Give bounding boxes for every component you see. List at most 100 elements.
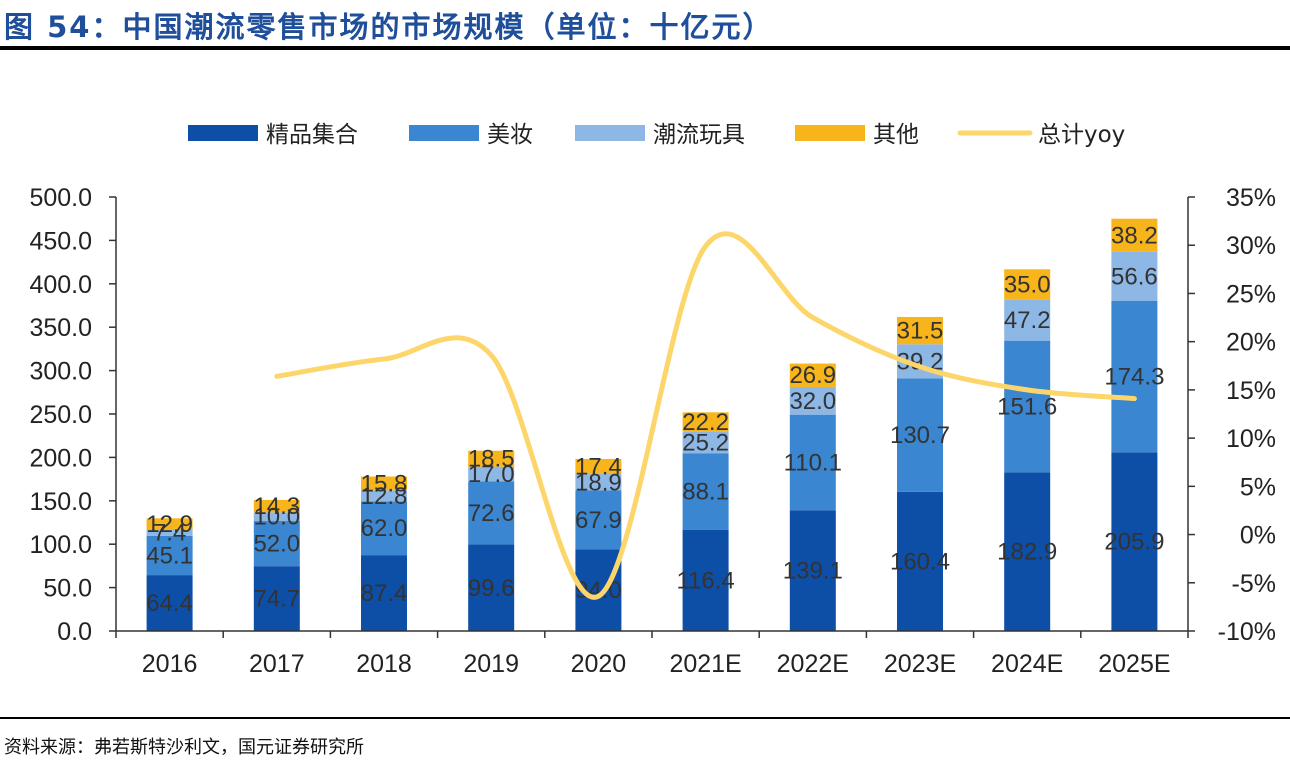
- bar-label-2024E-2: 47.2: [1004, 307, 1051, 334]
- legend: 精品集合 美妆 潮流玩具 其他 总计yoy: [188, 122, 1125, 148]
- right-tick-label: -10%: [1218, 618, 1276, 646]
- bar-2024E-3: [1004, 269, 1051, 300]
- bar-2025E-3: [1111, 218, 1158, 252]
- left-tick-label: 100.0: [29, 531, 92, 559]
- legend-label-2: 潮流玩具: [653, 122, 745, 148]
- bar-label-2019-0: 99.6: [468, 575, 515, 602]
- bars-group: [146, 218, 1158, 631]
- footer-rule: [0, 717, 1290, 719]
- x-tick-label: 2025E: [1098, 650, 1170, 678]
- x-tick-label: 2024E: [991, 650, 1063, 678]
- bar-2019-2: [468, 466, 515, 482]
- legend-swatch-0: [188, 125, 258, 141]
- bar-label-2017-0: 74.7: [253, 586, 300, 613]
- left-tick-label: 350.0: [29, 314, 92, 342]
- right-tick-label: 5%: [1240, 473, 1276, 501]
- title-rule: [0, 46, 1290, 50]
- bar-label-2017-2: 10.0: [253, 504, 300, 531]
- bar-2022E-3: [789, 363, 836, 387]
- bar-label-2023E-1: 130.7: [890, 422, 950, 449]
- bar-2021E-2: [682, 431, 729, 454]
- axes-group: 0.0 50.0 100.0 150.0 200.0 250.0 300.0 350.0 400…: [29, 184, 1276, 678]
- bar-label-2019-3: 18.5: [468, 446, 515, 473]
- bar-2022E-2: [789, 386, 836, 415]
- left-tick-label: 150.0: [29, 488, 92, 516]
- bar-label-2023E-0: 160.4: [890, 548, 950, 575]
- bar-label-2018-2: 12.8: [361, 483, 408, 510]
- bar-2023E-3: [897, 316, 943, 345]
- yoy-line-group: [274, 231, 1137, 600]
- legend-swatch-2: [575, 125, 645, 141]
- bar-2020-3: [575, 458, 622, 475]
- bar-2016-0: [146, 575, 193, 631]
- left-tick-label: 50.0: [43, 575, 92, 603]
- source-note: 资料来源：弗若斯特沙利文，国元证券研究所: [4, 737, 364, 758]
- x-tick-label: 2020: [571, 650, 627, 678]
- bar-2017-1: [253, 521, 300, 567]
- bar-label-2018-0: 87.4: [361, 580, 408, 607]
- bar-2018-3: [361, 476, 407, 491]
- bar-label-2021E-2: 25.2: [682, 430, 729, 457]
- right-tick-label: -5%: [1232, 570, 1276, 598]
- bar-label-2024E-1: 151.6: [997, 393, 1057, 420]
- bar-label-2018-1: 62.0: [361, 515, 408, 542]
- bar-label-2025E-1: 174.3: [1104, 364, 1164, 391]
- chart-title: 图 54：中国潮流零售市场的市场规模（单位：十亿元）: [4, 10, 774, 44]
- bar-2022E-0: [789, 510, 836, 631]
- bar-2017-2: [253, 512, 300, 522]
- right-tick-label: 35%: [1226, 184, 1276, 212]
- bar-2025E-2: [1111, 251, 1158, 301]
- left-tick-label: 200.0: [29, 444, 92, 472]
- bar-label-2018-3: 15.8: [361, 470, 408, 497]
- bar-label-2020-1: 67.9: [575, 507, 622, 534]
- bar-2016-3: [146, 518, 193, 530]
- bar-label-2021E-0: 116.4: [676, 567, 734, 594]
- bar-label-2025E-3: 38.2: [1111, 222, 1158, 249]
- right-tick-label: 10%: [1226, 425, 1276, 453]
- bar-label-2020-2: 18.9: [575, 469, 622, 496]
- bar-label-2016-3: 12.9: [146, 511, 193, 538]
- x-tick-label: 2019: [463, 650, 519, 678]
- legend-swatch-3: [795, 125, 865, 141]
- bar-2020-1: [575, 490, 622, 550]
- x-tick-label: 2023E: [884, 650, 956, 678]
- left-tick-label: 300.0: [29, 358, 92, 386]
- bar-2023E-1: [897, 378, 943, 492]
- bar-2021E-1: [682, 453, 729, 530]
- bar-label-2025E-2: 56.6: [1111, 263, 1158, 290]
- bar-2024E-1: [1004, 340, 1051, 473]
- bar-2024E-0: [1004, 472, 1051, 631]
- bar-label-2016-1: 45.1: [146, 543, 193, 570]
- x-tick-label: 2016: [142, 650, 198, 678]
- bar-label-2017-3: 14.3: [253, 493, 300, 520]
- bar-label-2016-0: 64.4: [146, 590, 193, 617]
- bar-label-2024E-0: 182.9: [997, 539, 1057, 566]
- bar-2024E-2: [1004, 299, 1051, 341]
- bar-2021E-0: [682, 529, 729, 631]
- bar-2025E-0: [1111, 452, 1158, 631]
- bar-2019-1: [468, 481, 515, 545]
- bar-label-2022E-1: 110.1: [784, 449, 842, 476]
- x-tick-label: 2021E: [669, 650, 741, 678]
- right-tick-label: 15%: [1226, 377, 1276, 405]
- bar-label-2016-2: 7.4: [153, 520, 186, 547]
- bar-2017-0: [253, 566, 300, 631]
- left-tick-label: 250.0: [29, 401, 92, 429]
- legend-label-0: 精品集合: [266, 122, 358, 148]
- bar-2018-2: [361, 490, 407, 502]
- bar-2023E-0: [897, 491, 943, 631]
- bar-2017-3: [253, 499, 300, 513]
- bar-label-2022E-2: 32.0: [789, 388, 836, 415]
- left-tick-label: 500.0: [29, 184, 92, 212]
- bar-labels-group: 64.4 45.17.412.9 74.7 52.010.014.3 87.4 62.0 1…: [146, 222, 1164, 617]
- bar-2022E-1: [789, 414, 836, 511]
- bar-label-2024E-3: 35.0: [1004, 271, 1051, 298]
- bar-2020-2: [575, 474, 622, 491]
- right-tick-label: 0%: [1240, 522, 1276, 550]
- bar-label-2019-1: 72.6: [468, 500, 515, 527]
- right-tick-label: 20%: [1226, 329, 1276, 357]
- legend-swatch-1: [409, 125, 479, 141]
- bar-2018-1: [361, 501, 407, 556]
- bar-label-2021E-3: 22.2: [682, 409, 729, 436]
- x-tick-label: 2017: [249, 650, 305, 678]
